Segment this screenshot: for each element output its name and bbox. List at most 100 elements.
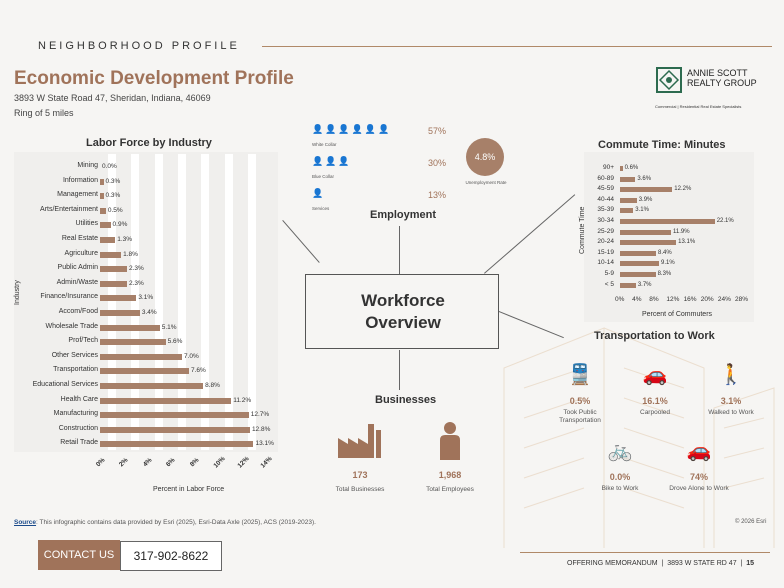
copyright: © 2026 Esri (735, 519, 767, 525)
chart-gridband (107, 154, 116, 450)
chart-tick-label: 10% (212, 455, 227, 470)
chart-bar (100, 280, 127, 287)
source-text: : This infographic contains data provide… (36, 519, 316, 526)
commute-category-label: < 5 (604, 280, 614, 288)
labor-force-title: Labor Force by Industry (86, 137, 212, 149)
chart-category-label: Transportation (53, 366, 98, 374)
chart-bar (100, 441, 254, 448)
commute-value-label: 3.6% (637, 175, 652, 182)
commute-category-label: 45-59 (597, 185, 614, 193)
commute-bar (620, 176, 636, 182)
chart-bar (100, 324, 160, 331)
chart-value-label: 12.7% (250, 411, 270, 419)
logo-text: ANNIE SCOTT REALTY GROUP (687, 68, 757, 88)
chart-bar (100, 207, 106, 214)
connector-line (399, 350, 400, 390)
chart-bar (100, 193, 104, 200)
total-businesses-label: Total Businesses (335, 486, 385, 493)
commute-value-label: 22.1% (716, 218, 734, 224)
commute-category-label: 20-24 (597, 238, 614, 246)
chart-category-label: Real Estate (61, 235, 98, 242)
commute-tick-label: 8% (649, 296, 659, 303)
commute-category-label: 5-9 (604, 270, 614, 277)
chart-value-label: 12.8% (251, 425, 271, 433)
transport-label: Drove Alone to Work (669, 485, 729, 492)
car-icon: 🚗 (686, 440, 712, 462)
chart-gridband (224, 154, 233, 450)
commute-tick-label: 24% (717, 296, 731, 303)
chart-gridband (154, 154, 163, 450)
chart-category-label: Other Services (51, 351, 98, 359)
commute-tick-label: 16% (683, 296, 697, 303)
contact-us-button[interactable]: CONTACT US (38, 540, 120, 570)
commute-value-label: 3.9% (638, 196, 653, 203)
employment-category-label: White Collar (312, 142, 337, 147)
commute-value-label: 11.9% (673, 228, 690, 235)
commute-bar (620, 282, 636, 288)
chart-value-label: 11.2% (233, 396, 252, 404)
commute-category-label: 90+ (602, 164, 614, 171)
commute-bar (620, 166, 623, 171)
commute-bar (620, 208, 634, 214)
header-divider (262, 46, 772, 47)
chart-category-label: Mining (77, 162, 98, 169)
chart-value-label: 7.0% (184, 352, 199, 360)
connector-line (399, 226, 400, 274)
commute-value-label: 3.1% (635, 207, 649, 214)
phone-number[interactable]: 317-902-8622 (120, 541, 222, 571)
commute-category-label: 40-44 (597, 195, 614, 203)
transport-label: Carpooled (640, 409, 670, 416)
commute-bar (620, 272, 656, 277)
transport-label: Took Public Transportation (559, 409, 601, 424)
chart-bar (100, 339, 166, 346)
chart-category-label: Finance/Insurance (40, 293, 98, 301)
connector-line (484, 194, 576, 274)
commute-ylabel: Commute Time (579, 206, 586, 254)
chart-tick-label: 0% (94, 456, 107, 469)
center-title-line2: Overview (365, 313, 441, 332)
source-link[interactable]: Source (14, 519, 37, 526)
chart-value-label: 1.8% (123, 250, 138, 258)
chart-value-label: 8.8% (205, 382, 220, 389)
chart-value-label: 5.6% (167, 338, 183, 346)
property-address: 3893 W State Road 47, Sheridan, Indiana,… (14, 93, 211, 103)
chart-value-label: 0.0% (102, 163, 117, 170)
commute-tick-label: 0% (615, 296, 625, 303)
employment-percent: 13% (428, 190, 447, 200)
doc-label: OFFERING MEMORANDUM (567, 560, 658, 567)
source-note: Source: This infographic contains data p… (14, 519, 316, 526)
transport-percent: 0.0% (609, 472, 631, 482)
chart-category-label: Health Care (60, 395, 98, 403)
chart-category-label: Prof/Tech (68, 337, 98, 345)
chart-bar (100, 383, 204, 389)
commute-xlabel: Percent of Commuters (642, 311, 713, 318)
chart-bar (100, 251, 122, 258)
connector-line (282, 220, 320, 263)
commute-tick-label: 4% (632, 296, 642, 303)
company-logo: ANNIE SCOTT REALTY GROUP Commercial | Re… (655, 66, 775, 114)
chart-bar (100, 426, 250, 433)
commute-bar (620, 261, 659, 267)
commute-bar (620, 187, 673, 193)
chart-value-label: 0.3% (105, 192, 121, 200)
transport-percent: 74% (689, 472, 708, 482)
labor-force-chart: Mining 0.0% Information 0.3% Management 0.3% A… (14, 152, 278, 470)
factory-icon (338, 424, 381, 458)
workforce-overview-box: Workforce Overview (305, 274, 499, 349)
commute-value-label: 12.2% (674, 186, 692, 193)
businesses-heading: Businesses (375, 394, 437, 406)
logo-emblem-icon (656, 67, 682, 93)
chart-category-label: Utilities (75, 220, 98, 228)
building-background-decoration (503, 327, 775, 548)
commute-tick-label: 12% (666, 296, 680, 303)
chart-category-label: Accom/Food (58, 308, 98, 315)
chart-tick-label: 14% (259, 455, 274, 470)
commute-value-label: 8.3% (657, 271, 672, 277)
chart-category-label: Public Admin (57, 264, 98, 272)
commute-value-label: 13.1% (678, 239, 696, 246)
unemployment-rate-badge: 4.8% (466, 138, 504, 176)
chart-category-label: Agriculture (64, 249, 98, 257)
chart-category-label: Admin/Waste (56, 278, 98, 286)
commute-bar (620, 219, 715, 224)
commute-value-label: 8.4% (658, 249, 672, 256)
